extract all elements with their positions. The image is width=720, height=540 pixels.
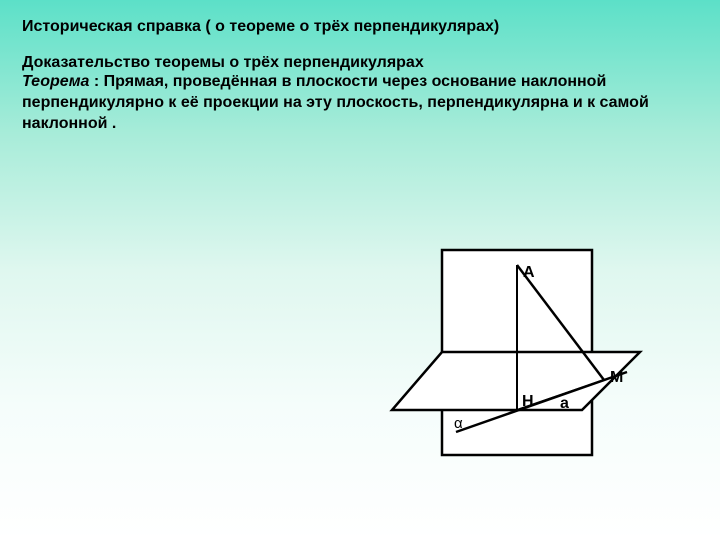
svg-text:M: M — [610, 369, 623, 386]
theorem-text: Теорема : Прямая, проведённая в плоскост… — [22, 72, 698, 134]
theorem-label: Теорема — [22, 73, 89, 90]
svg-text:α: α — [454, 415, 463, 432]
svg-text:A: A — [523, 264, 535, 281]
proof-subtitle: Доказательство теоремы о трёх перпендику… — [22, 54, 698, 72]
svg-text:H: H — [522, 393, 534, 410]
theorem-body: : Прямая, проведённая в плоскости через … — [22, 73, 649, 132]
page-title: Историческая справка ( о теореме о трёх … — [22, 18, 698, 36]
svg-text:a: a — [560, 395, 569, 412]
geometry-diagram: A H M a α — [382, 240, 652, 480]
